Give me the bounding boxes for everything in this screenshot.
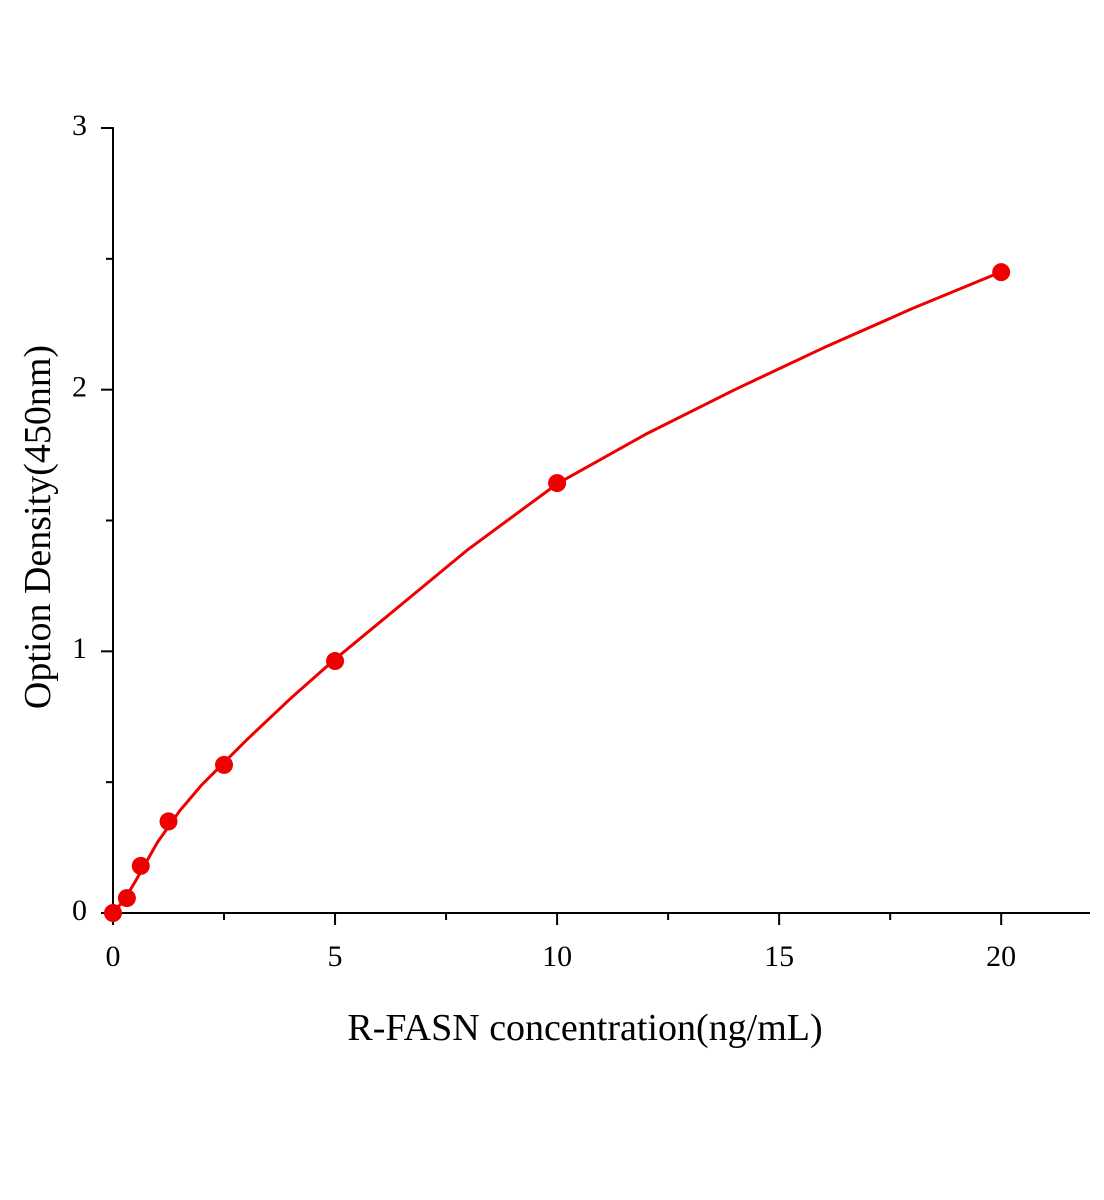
data-point <box>159 812 178 831</box>
data-point <box>326 652 345 671</box>
data-point <box>131 856 150 875</box>
data-point <box>548 474 567 493</box>
y-tick-label: 3 <box>72 109 87 142</box>
x-axis-title: R-FASN concentration(ng/mL) <box>347 1007 822 1049</box>
x-tick-label: 15 <box>764 940 794 973</box>
x-tick-label: 0 <box>106 940 121 973</box>
x-tick-label: 20 <box>986 940 1016 973</box>
x-tick-label: 10 <box>542 940 572 973</box>
data-point <box>117 889 136 908</box>
y-tick-label: 2 <box>72 371 87 404</box>
data-point <box>104 904 122 922</box>
y-tick-label: 0 <box>72 894 87 927</box>
y-axis-title: Option Density(450nm) <box>17 345 59 709</box>
x-tick-label: 5 <box>328 940 343 973</box>
data-point <box>215 755 234 774</box>
y-tick-label: 1 <box>72 632 87 665</box>
data-point <box>992 263 1011 282</box>
